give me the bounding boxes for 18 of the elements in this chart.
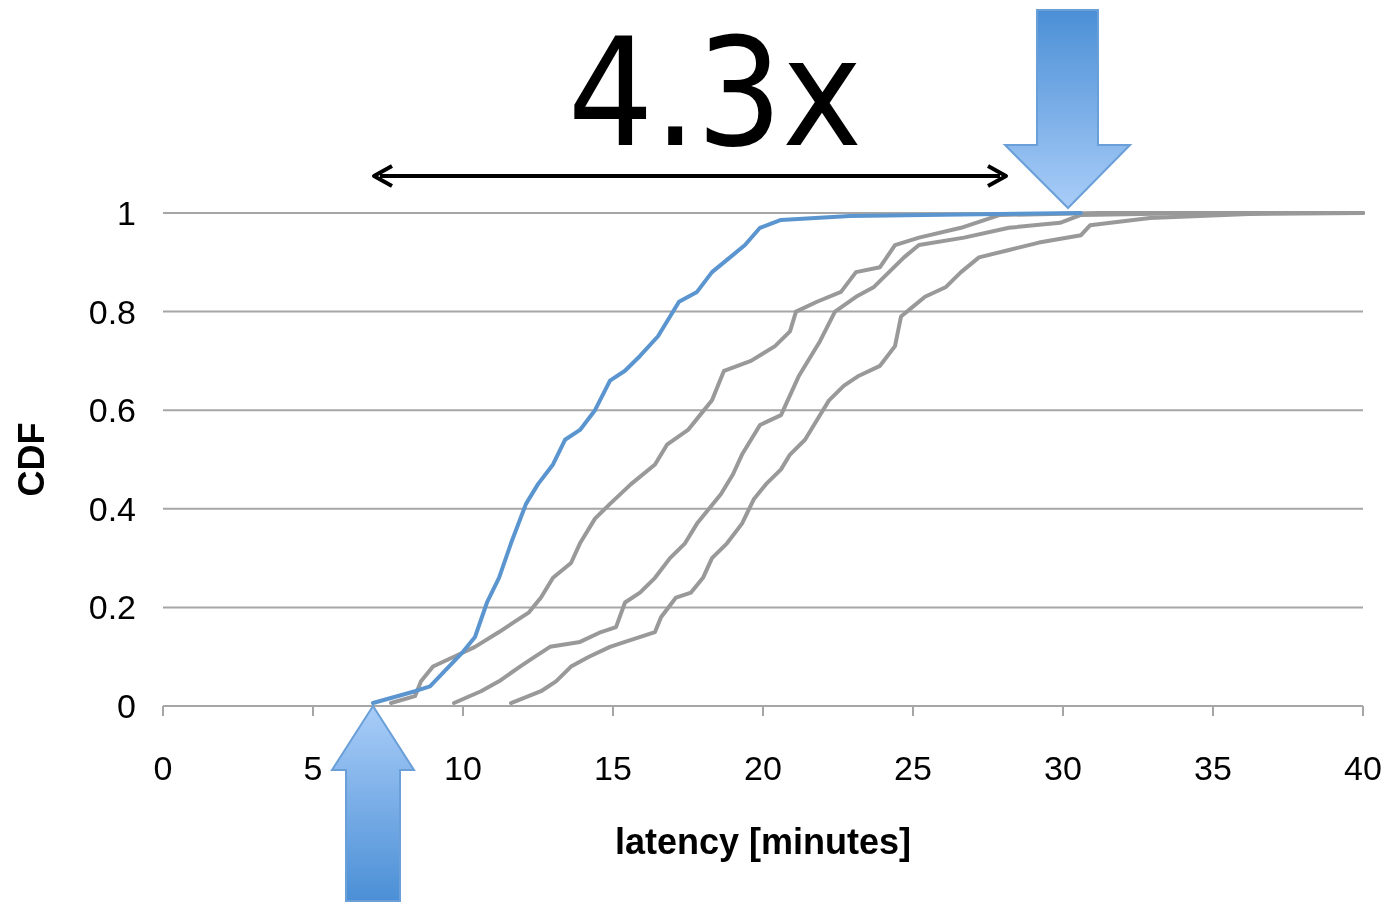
- x-tick-label: 5: [303, 749, 323, 787]
- x-tick-label: 30: [1044, 749, 1082, 787]
- x-tick-label: 10: [444, 749, 482, 787]
- y-tick-label: 0.8: [88, 292, 136, 331]
- x-tick-label: 20: [744, 749, 782, 787]
- x-tick-label: 40: [1344, 749, 1382, 787]
- y-tick-label: 0: [117, 687, 136, 725]
- y-axis-title: CDF: [11, 422, 52, 497]
- x-tick-label: 25: [894, 749, 932, 787]
- x-tick-label: 0: [153, 749, 173, 787]
- text: 4.3x: [567, 6, 863, 180]
- y-tick-label: 1: [117, 194, 136, 232]
- x-tick-label: 35: [1194, 749, 1232, 787]
- y-tick-label: 0.4: [88, 489, 136, 528]
- y-tick-label: 0.2: [88, 588, 136, 627]
- x-tick-label: 15: [594, 749, 632, 787]
- y-tick-label: 0.6: [88, 391, 136, 430]
- x-axis-title: latency [minutes]: [614, 821, 912, 862]
